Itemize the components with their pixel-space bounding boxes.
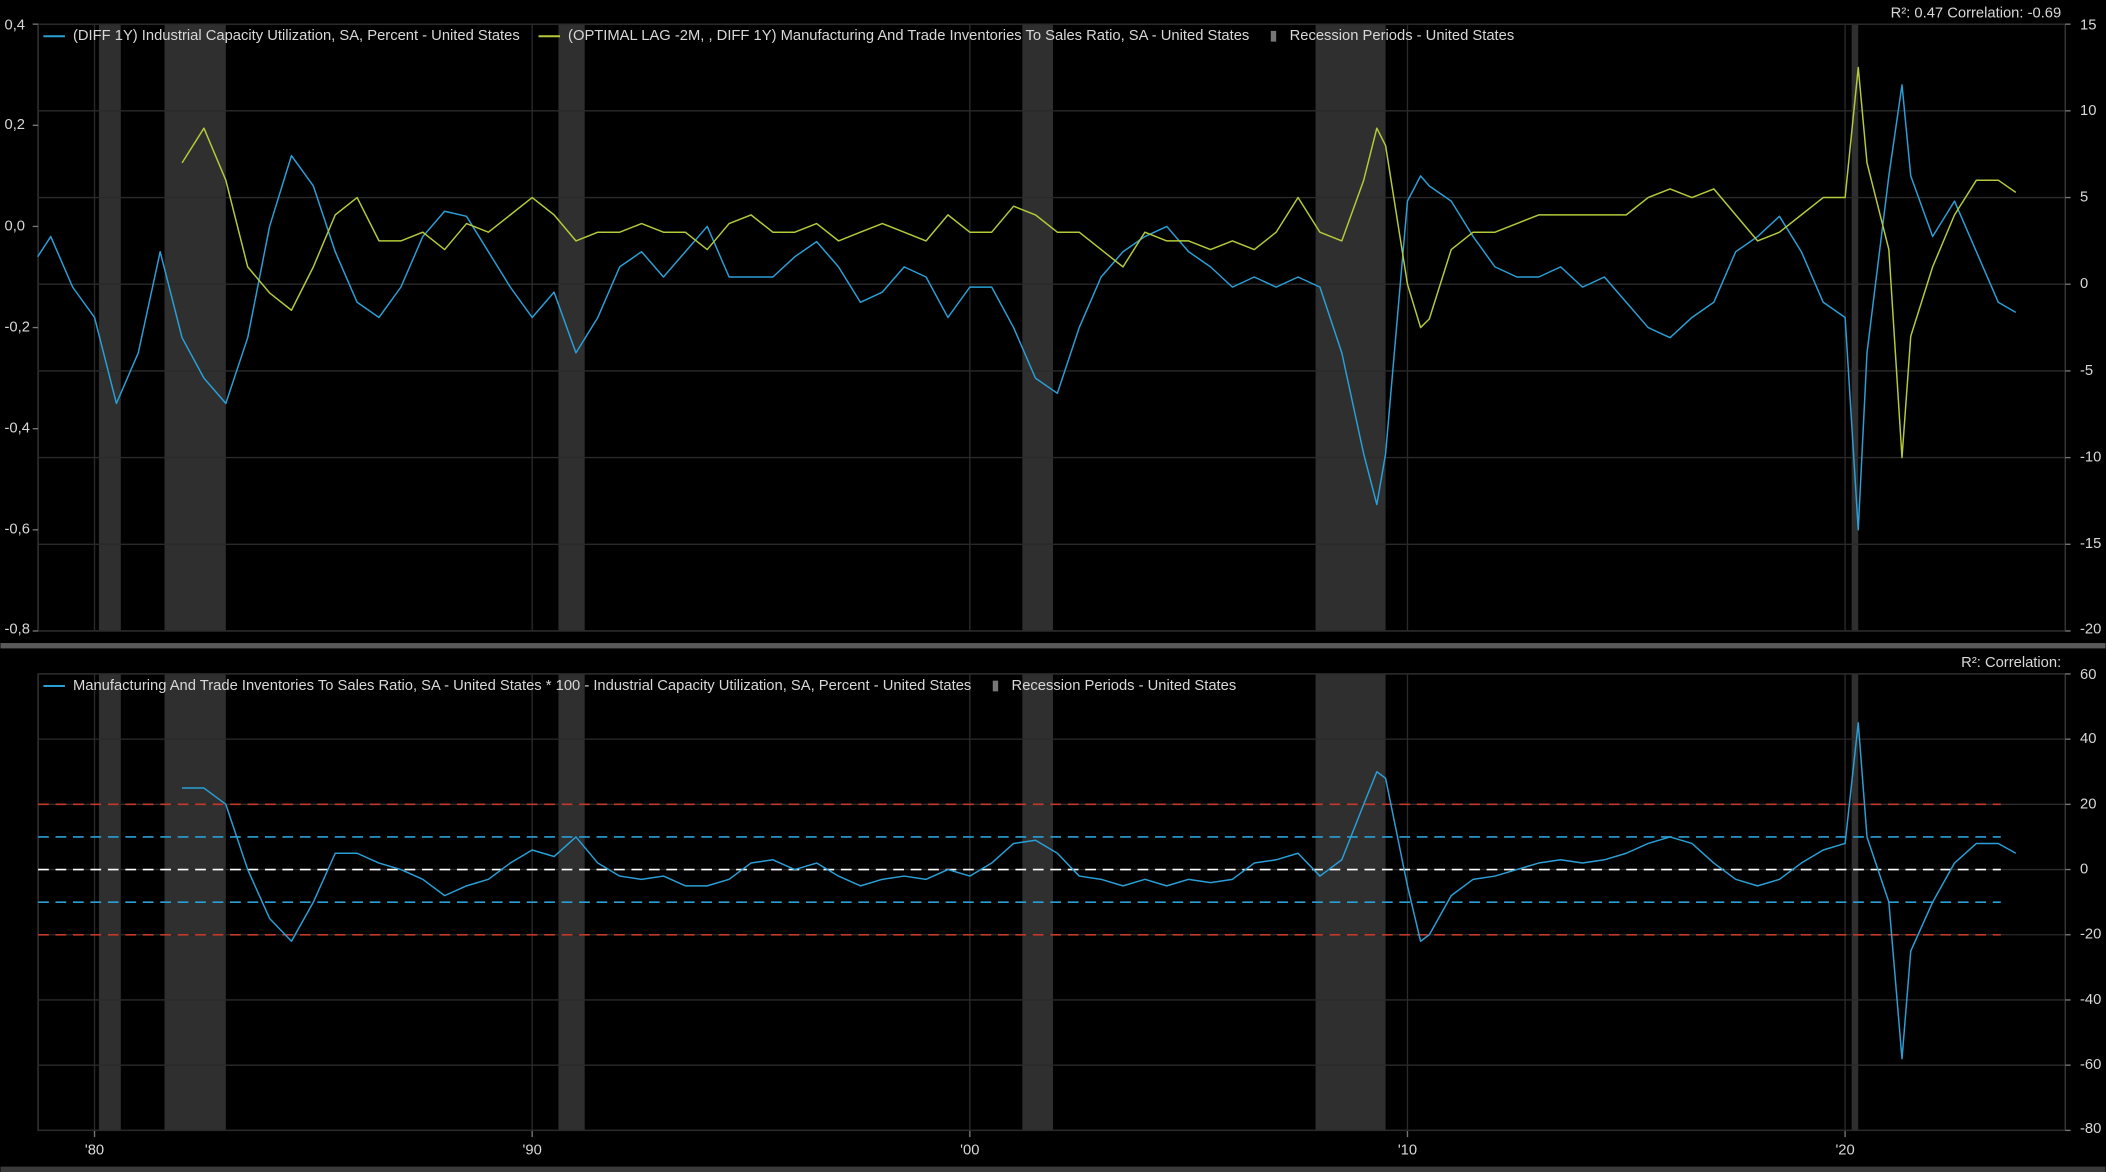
- y-right-tick-label: 60: [2080, 667, 2096, 683]
- legend-swatch: [992, 680, 999, 692]
- bottom-border: [0, 1166, 2106, 1172]
- recession-band: [1851, 24, 1859, 631]
- y-right-tick-label: -20: [2080, 622, 2101, 638]
- x-tick-label: '80: [85, 1142, 104, 1158]
- y-right-tick-label: 10: [2080, 103, 2096, 119]
- y-right-tick-label: -60: [2080, 1057, 2101, 1073]
- recession-band: [1022, 24, 1053, 631]
- y-right-tick-label: 15: [2080, 17, 2096, 33]
- legend-label: Recession Periods - United States: [1012, 678, 1237, 694]
- annotation: R²: Correlation:: [1961, 655, 2061, 671]
- series-line: [182, 722, 2017, 1060]
- y-right-tick-label: 0: [2080, 276, 2088, 292]
- y-right-tick-label: 0: [2080, 861, 2088, 877]
- recession-band: [1315, 24, 1386, 631]
- legend-label: (DIFF 1Y) Industrial Capacity Utilizatio…: [73, 28, 520, 44]
- y-right-tick-label: -20: [2080, 927, 2101, 943]
- y-tick-label: -0,6: [5, 522, 30, 538]
- y-tick-label: -0,2: [5, 319, 30, 335]
- y-tick-label: -0,4: [5, 421, 30, 437]
- x-tick-label: '00: [960, 1142, 979, 1158]
- y-right-tick-label: -15: [2080, 536, 2101, 552]
- recession-band: [164, 24, 226, 631]
- y-right-tick-label: 5: [2080, 189, 2088, 205]
- series-line: [181, 66, 2017, 459]
- y-right-tick-label: -5: [2080, 363, 2093, 379]
- x-tick-label: '10: [1398, 1142, 1417, 1158]
- recession-band: [98, 24, 121, 631]
- y-tick-label: 0,4: [5, 17, 26, 33]
- recession-band: [558, 24, 585, 631]
- x-tick-label: '90: [523, 1142, 542, 1158]
- legend-label: Recession Periods - United States: [1290, 28, 1515, 44]
- panel-separator: [0, 643, 2106, 649]
- y-right-tick-label: -40: [2080, 992, 2101, 1008]
- legend-label: (OPTIMAL LAG -2M, , DIFF 1Y) Manufacturi…: [568, 28, 1249, 44]
- y-right-tick-label: -80: [2080, 1121, 2101, 1137]
- y-right-tick-label: 20: [2080, 796, 2096, 812]
- series-line: [37, 84, 2017, 531]
- legend-swatch: [1270, 30, 1277, 42]
- y-right-tick-label: 40: [2080, 731, 2096, 747]
- legend-label: Manufacturing And Trade Inventories To S…: [73, 678, 971, 694]
- y-tick-label: -0,8: [5, 622, 30, 638]
- annotation: R²: 0.47 Correlation: -0.69: [1891, 5, 2062, 21]
- y-right-tick-label: -10: [2080, 450, 2101, 466]
- x-tick-label: '20: [1835, 1142, 1854, 1158]
- y-tick-label: 0,0: [5, 218, 26, 234]
- y-tick-label: 0,2: [5, 117, 26, 133]
